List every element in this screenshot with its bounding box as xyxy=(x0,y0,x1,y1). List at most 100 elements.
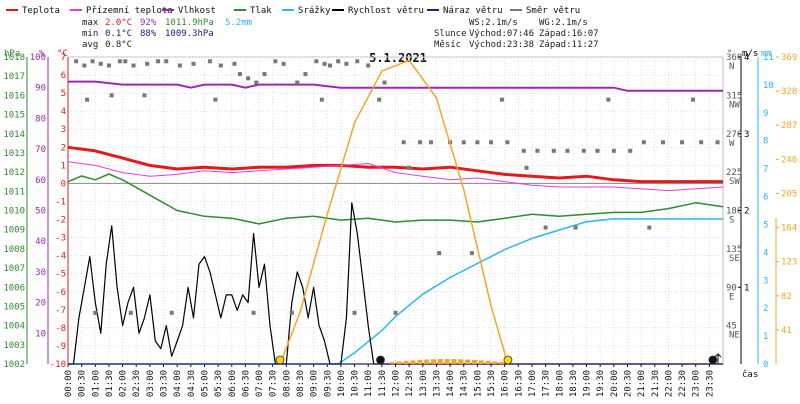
pct-tick-label: 60 xyxy=(35,176,46,186)
rain-rate-bar xyxy=(485,360,491,364)
x-tick-label: 09:30 xyxy=(323,370,333,397)
sunset-marker xyxy=(503,355,513,365)
wind-direction-point xyxy=(461,140,466,145)
stats-max-temp: 2.0°C xyxy=(105,18,132,28)
wind-direction-point xyxy=(489,140,494,145)
mm-tick-label: 7 xyxy=(763,165,768,175)
ms-tick-label: 2 xyxy=(744,207,749,217)
temp-tick-label: -7 xyxy=(55,306,66,316)
hpa-tick-label: 1002 xyxy=(3,360,25,370)
x-tick-label: 18:30 xyxy=(569,370,579,397)
stats-max-rain: 5.2mm xyxy=(225,18,252,28)
wind-direction-point xyxy=(85,97,90,102)
axis-unit-pct: % xyxy=(39,49,45,59)
x-tick-label: 06:30 xyxy=(241,370,251,397)
hpa-tick-label: 1005 xyxy=(3,302,25,312)
rain-rate-bar xyxy=(478,360,484,364)
wind-direction-point xyxy=(407,165,412,170)
x-tick-label: 14:00 xyxy=(446,370,456,397)
rain-rate-bar xyxy=(458,359,464,364)
mm-tick-label: 0 xyxy=(763,360,768,370)
wind-direction-point xyxy=(82,63,87,68)
dir-tick-label: 135 xyxy=(726,245,742,255)
pct-tick-label: 40 xyxy=(35,237,46,247)
wind-direction-point xyxy=(543,225,548,230)
pct-tick-label: 30 xyxy=(35,268,46,278)
x-tick-label: 13:00 xyxy=(419,370,429,397)
legend-label-7: Směr větru xyxy=(526,6,580,16)
rain-rate-bar xyxy=(417,359,423,364)
solar-tick-label: 328 xyxy=(781,87,797,97)
wind-direction-point xyxy=(641,140,646,145)
temp-tick-label: -3 xyxy=(55,234,66,244)
sun-label: Slunce xyxy=(434,29,467,39)
x-tick-label: 02:00 xyxy=(119,370,129,397)
temp-tick-label: -8 xyxy=(55,324,66,334)
x-tick-label: 19:00 xyxy=(583,370,593,397)
series-layer xyxy=(67,59,724,365)
mm-tick-label: 1 xyxy=(763,332,768,342)
mm-tick-label: 11 xyxy=(763,53,774,63)
markers-layer xyxy=(275,353,722,365)
wind-direction-point xyxy=(303,72,308,77)
dir-tick-letter: NE xyxy=(729,331,740,341)
temp-tick-label: 6 xyxy=(61,71,66,81)
stats-min-press: 1009.3hPa xyxy=(165,29,214,39)
temp-tick-label: 4 xyxy=(61,107,66,117)
stats-min-label: min xyxy=(82,29,98,39)
wind-direction-point xyxy=(355,59,360,64)
wind-direction-point xyxy=(336,59,341,64)
wind-direction-point xyxy=(142,93,147,98)
hpa-tick-label: 1008 xyxy=(3,245,25,255)
x-tick-label: 03:00 xyxy=(146,370,156,397)
wind-direction-point xyxy=(352,310,357,315)
x-tick-label: 21:30 xyxy=(651,370,661,397)
pct-tick-label: 80 xyxy=(35,114,46,124)
solar-tick-label: 287 xyxy=(781,121,797,131)
legend-label-4: Srážky xyxy=(298,6,331,16)
stats-min-hum: 88% xyxy=(140,29,157,39)
rain-rate-bar xyxy=(492,361,498,364)
rain-rate-bar xyxy=(465,359,471,364)
ms-tick-label: 3 xyxy=(744,130,749,140)
ms-tick-label: 1 xyxy=(744,283,749,293)
x-tick-label: 07:00 xyxy=(255,370,265,397)
wind-direction-point xyxy=(565,148,570,153)
solar-tick-label: 164 xyxy=(781,224,797,234)
ms-tick-label: 4 xyxy=(744,53,749,63)
x-tick-label: 15:30 xyxy=(487,370,497,397)
temp-tick-label: -6 xyxy=(55,288,66,298)
x-tick-label: 17:30 xyxy=(542,370,552,397)
hpa-tick-label: 1010 xyxy=(3,207,25,217)
dir-tick-letter: S xyxy=(729,216,734,226)
x-tick-label: 22:00 xyxy=(664,370,674,397)
temp-tick-label: -5 xyxy=(55,270,66,280)
temp-tick-label: -4 xyxy=(55,252,66,262)
mm-tick-label: 2 xyxy=(763,304,768,314)
wind-direction-point xyxy=(314,59,319,64)
mm-tick-label: 4 xyxy=(763,248,768,258)
wind-direction-point xyxy=(401,140,406,145)
x-tick-label: 11:00 xyxy=(364,370,374,397)
axis-unit-dir: ° xyxy=(727,49,732,59)
solar-tick-label: 369 xyxy=(781,53,797,63)
temp-tick-label: 1 xyxy=(61,161,66,171)
temp-tick-label: 0 xyxy=(61,179,66,189)
left-axes: 1018101710161015101410131012101110101009… xyxy=(3,53,69,370)
wind-direction-point xyxy=(606,97,611,102)
wind-direction-point xyxy=(251,310,256,315)
wind-direction-point xyxy=(647,225,652,230)
sunrise-time: Východ:07:46 xyxy=(469,29,534,39)
wind-direction-point xyxy=(437,251,442,256)
hpa-tick-label: 1018 xyxy=(3,53,25,63)
x-tick-label: 11:30 xyxy=(378,370,388,397)
hpa-tick-label: 1013 xyxy=(3,149,25,159)
wind-direction-point xyxy=(281,61,286,66)
wind-direction-point xyxy=(328,63,332,68)
x-tick-label: 10:30 xyxy=(351,370,361,397)
wind-direction-point xyxy=(382,80,387,85)
wind-direction-point xyxy=(469,251,474,256)
x-tick-label: 00:30 xyxy=(78,370,88,397)
dir-tick-letter: N xyxy=(729,62,734,72)
